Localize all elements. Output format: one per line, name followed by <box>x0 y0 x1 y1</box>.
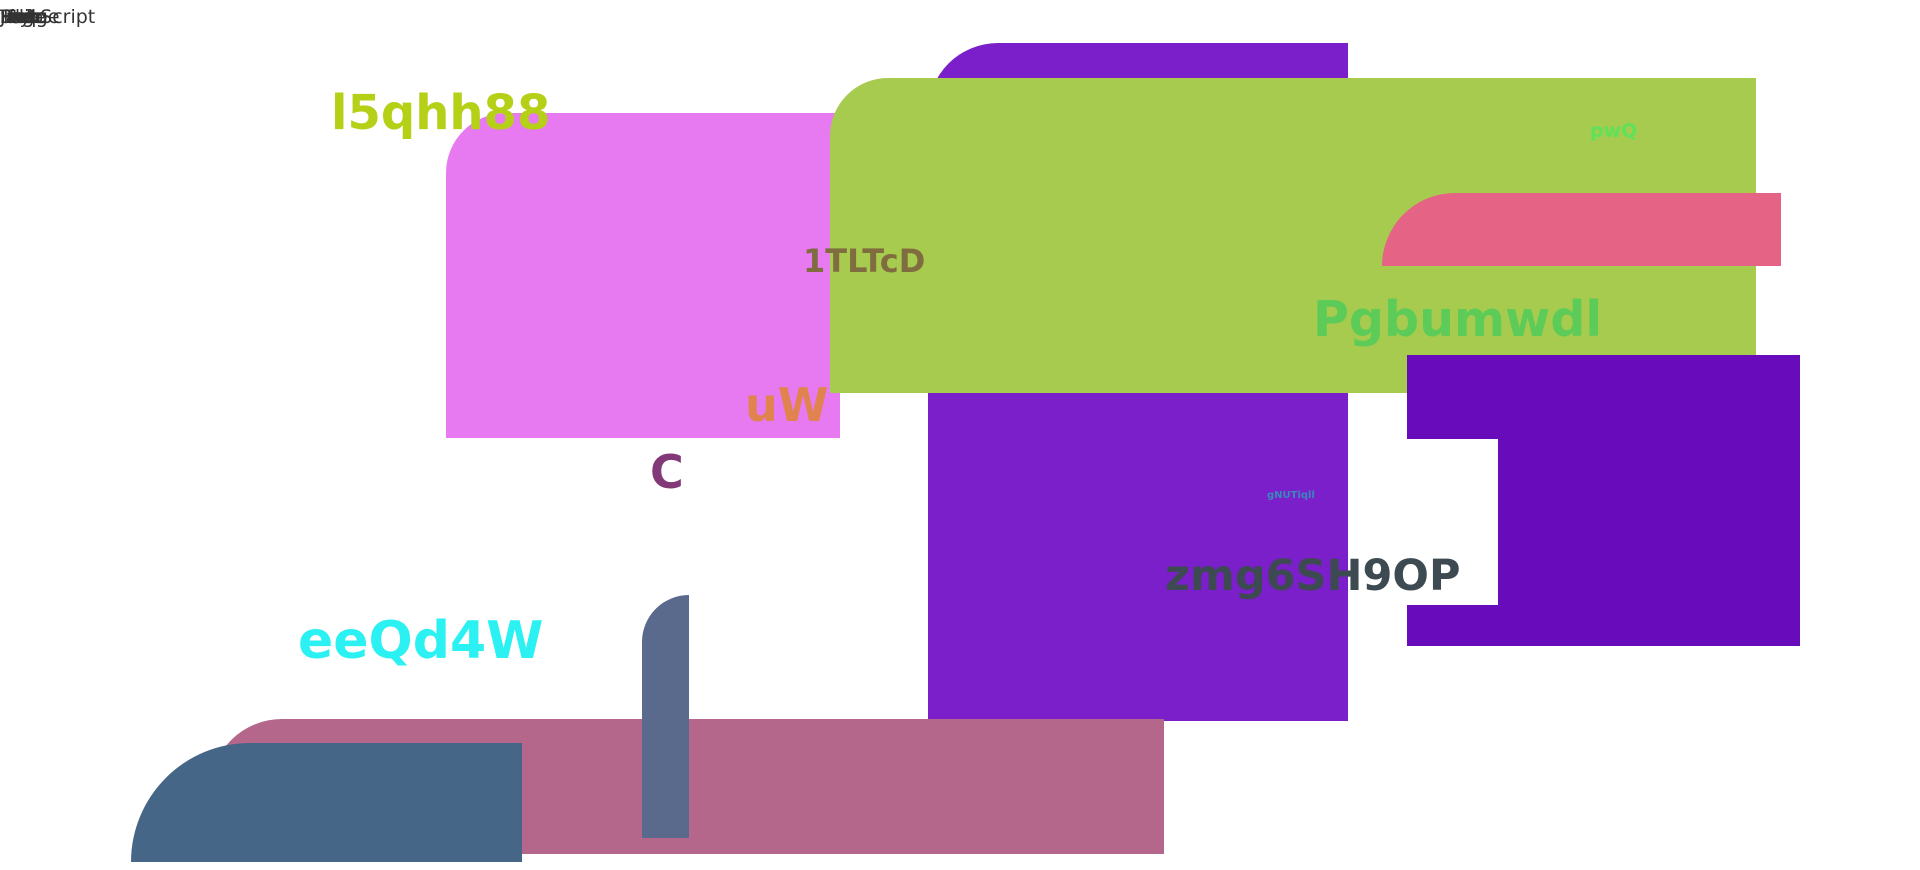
label-pwq: pwQ <box>1590 120 1638 142</box>
corner-text: Page <box>0 6 46 28</box>
label-1tltcd: 1TLTcD <box>803 242 926 280</box>
corner-text: Help <box>0 6 44 28</box>
pink-block <box>446 113 840 438</box>
slate-pill <box>642 595 689 838</box>
corner-text: Form <box>0 6 48 28</box>
label-l5qhh88: l5qhh88 <box>331 85 551 141</box>
label-eeqd4w: eeQd4W <box>298 611 544 671</box>
corner-text: Style <box>0 6 48 28</box>
corner-text-stack: JavaScript Image Page Form Help File Edi… <box>0 6 95 28</box>
blue-block <box>131 743 522 862</box>
label-gnutiql: gNUTiqll <box>1267 490 1315 501</box>
corner-text: Image <box>0 6 60 28</box>
corner-text: File <box>0 6 32 28</box>
red-pill <box>1382 193 1781 266</box>
label-c: C <box>650 445 684 499</box>
label-pgbumwdl: Pgbumwdl <box>1313 291 1603 348</box>
violet-block-notch <box>1407 439 1498 605</box>
label-uw: uW <box>745 378 829 432</box>
corner-text: Edit <box>0 6 37 28</box>
corner-text: Link <box>0 6 39 28</box>
label-zmg6sh9op: zmg6SH9OP <box>1165 551 1461 601</box>
corner-text: Text <box>0 6 39 28</box>
corner-text: JavaScript <box>0 6 96 28</box>
